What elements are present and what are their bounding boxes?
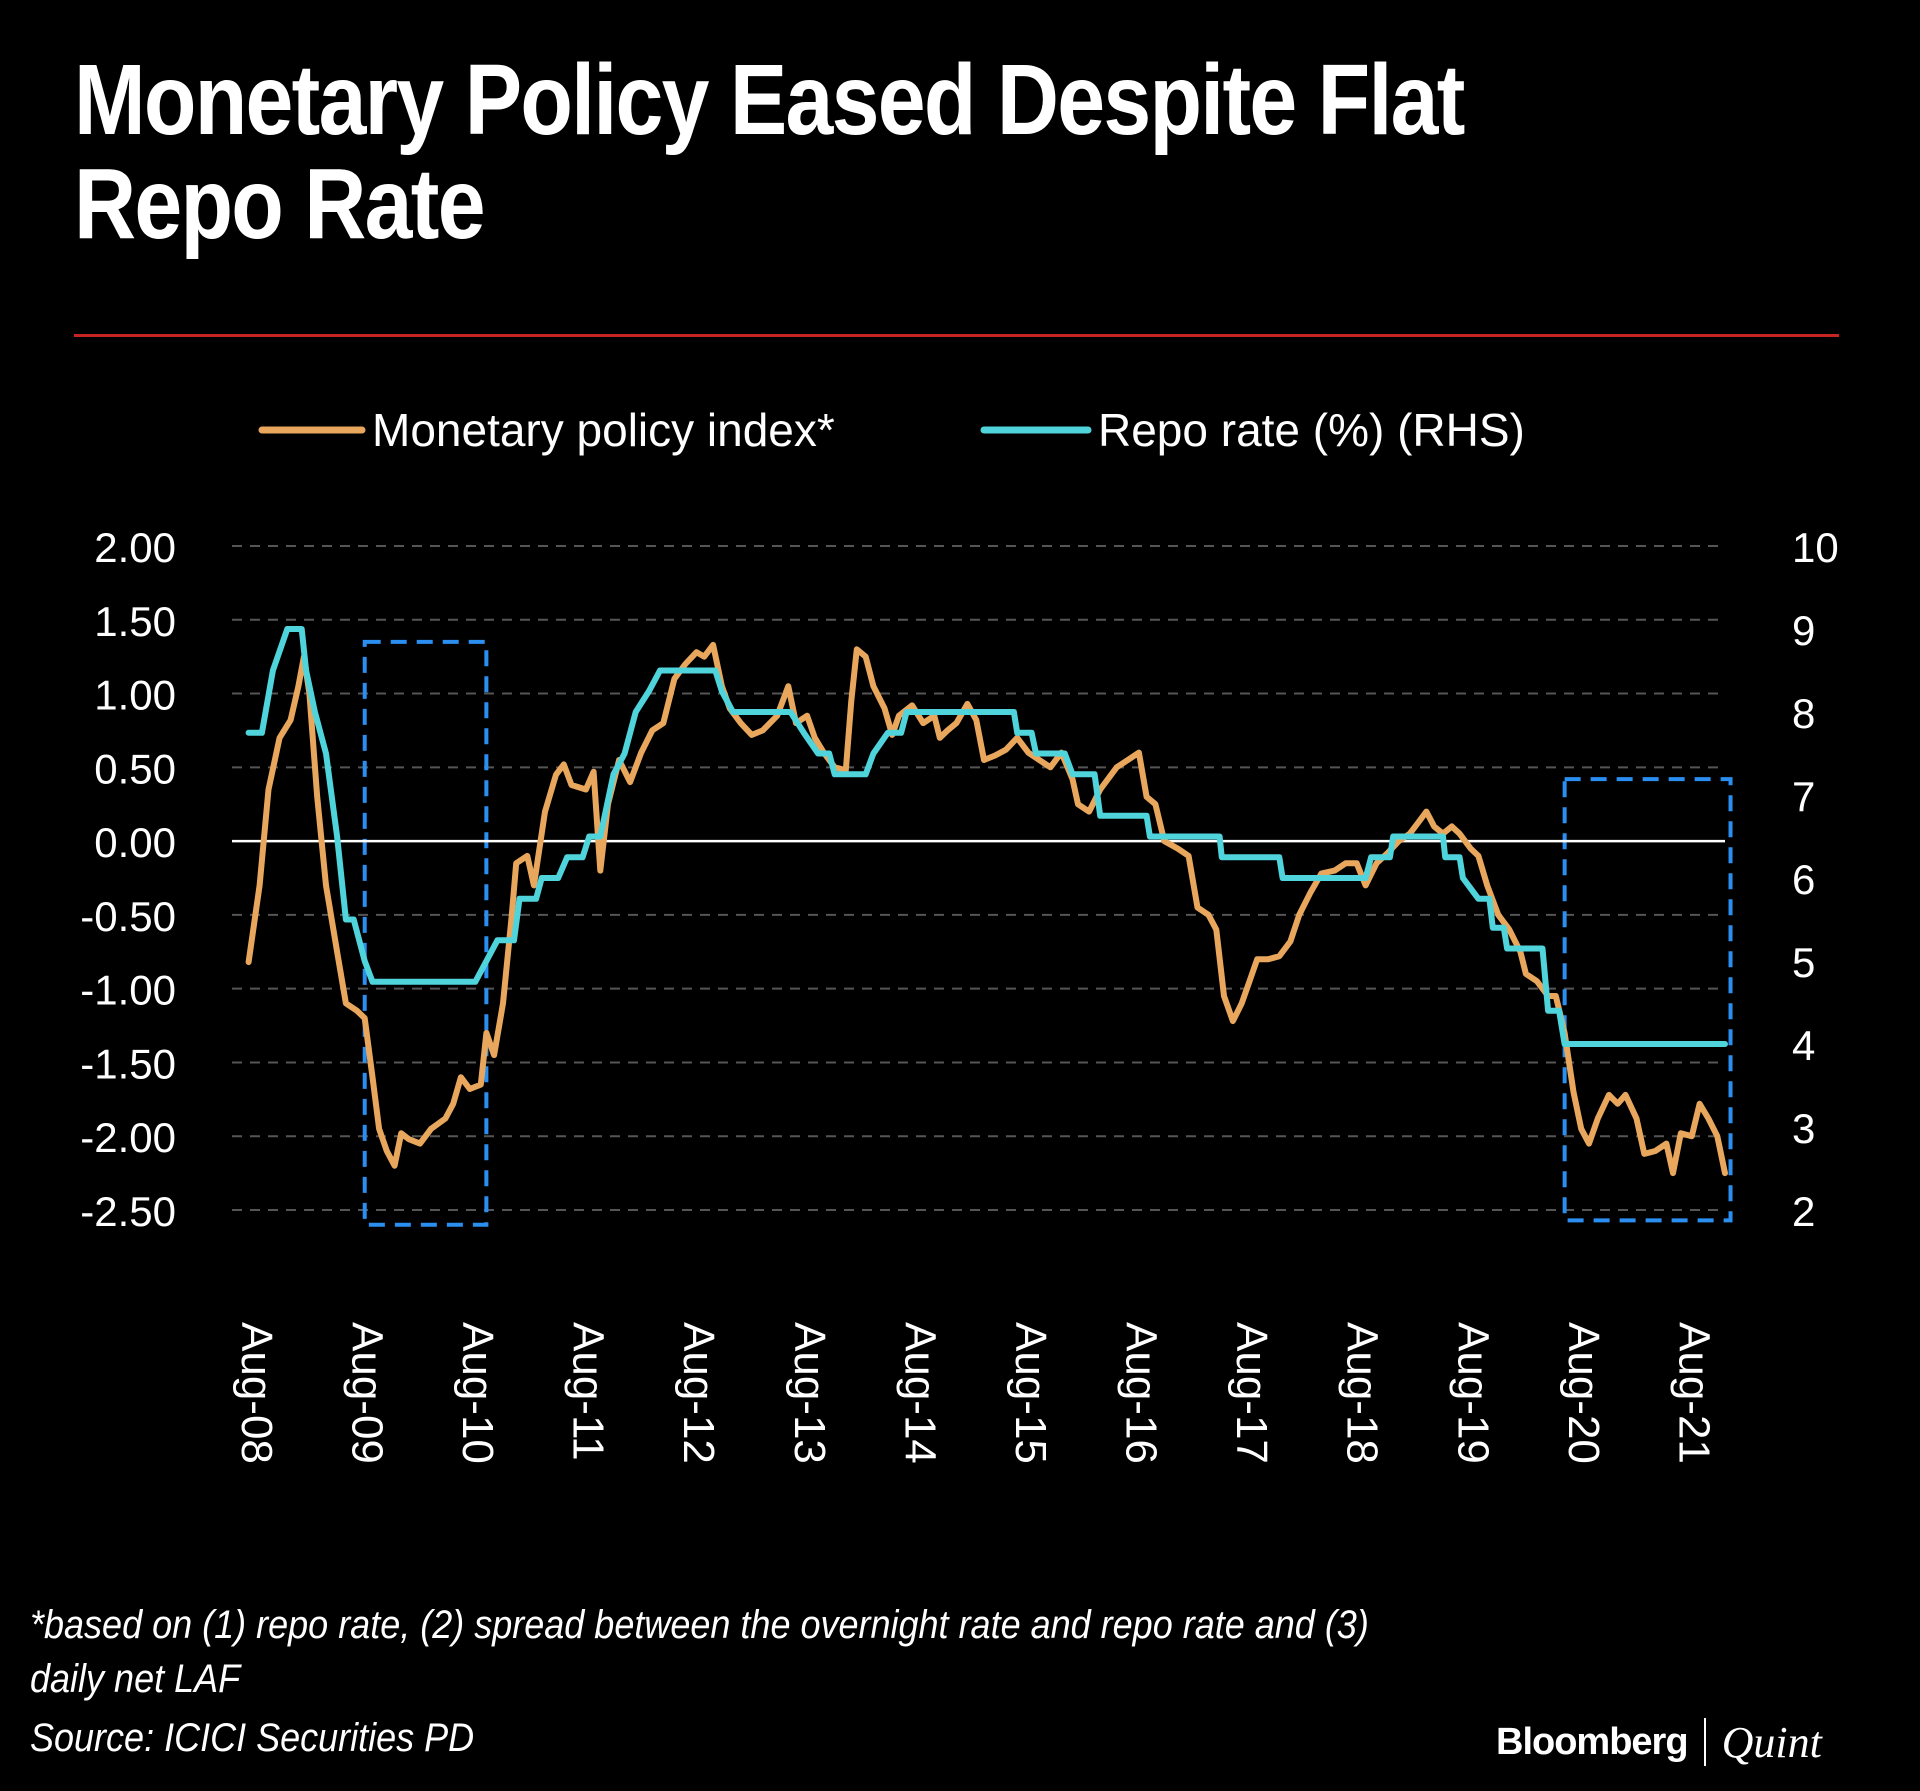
brand-secondary: Quint xyxy=(1721,1717,1822,1767)
y-right-tick-label: 9 xyxy=(1792,607,1815,654)
series-line-repo-rate xyxy=(245,626,1728,1047)
y-left-tick-label: 1.00 xyxy=(94,672,176,719)
y-right-tick-label: 10 xyxy=(1792,524,1839,571)
y-left-tick-label: 0.00 xyxy=(94,819,176,866)
y-left-tick-label: -1.00 xyxy=(80,967,176,1014)
x-tick-label: Aug-13 xyxy=(785,1322,834,1464)
x-tick-label: Aug-19 xyxy=(1448,1322,1497,1464)
x-tick-label: Aug-14 xyxy=(895,1322,944,1464)
y-axis-left: 2.00 1.50 1.00 0.50 0.00 -0.50 -1.00 -1.50 -2.00… xyxy=(80,524,176,1235)
y-right-tick-label: 4 xyxy=(1792,1022,1815,1069)
x-tick-label: Aug-09 xyxy=(342,1322,391,1464)
x-tick-label: Aug-21 xyxy=(1670,1322,1719,1464)
chart-series xyxy=(245,626,1728,1177)
source-note: Source: ICICI Securities PD xyxy=(30,1716,475,1760)
brand-separator xyxy=(1703,1718,1706,1766)
page-title: Monetary Policy Eased Despite Flat Repo … xyxy=(74,44,1465,260)
y-right-tick-label: 2 xyxy=(1792,1188,1815,1235)
y-left-tick-label: -1.50 xyxy=(80,1040,176,1087)
series-line-monetary-policy-index xyxy=(245,641,1728,1177)
y-left-tick-label: 0.50 xyxy=(94,745,176,792)
highlight-box xyxy=(1562,777,1733,1223)
y-left-tick-label: -0.50 xyxy=(80,893,176,940)
title-divider xyxy=(74,334,1839,337)
y-right-tick-label: 3 xyxy=(1792,1105,1815,1152)
brand-primary: Bloomberg xyxy=(1496,1720,1689,1763)
highlight-box xyxy=(362,639,489,1227)
legend-label-repo-rate: Repo rate (%) (RHS) xyxy=(1098,404,1525,456)
y-axis-right: 10 9 8 7 6 5 4 3 2 xyxy=(1792,524,1839,1235)
x-tick-label: Aug-17 xyxy=(1227,1322,1276,1464)
x-tick-label: Aug-10 xyxy=(453,1322,502,1464)
legend-label-monetary-policy-index: Monetary policy index* xyxy=(372,404,835,456)
x-tick-label: Aug-12 xyxy=(674,1322,723,1464)
y-left-tick-label: -2.00 xyxy=(80,1114,176,1161)
x-tick-label: Aug-11 xyxy=(564,1322,613,1461)
y-left-tick-label: 1.50 xyxy=(94,598,176,645)
footnote: *based on (1) repo rate, (2) spread betw… xyxy=(30,1603,1369,1701)
brand-logo: Bloomberg Quint xyxy=(1496,1712,1822,1772)
x-tick-label: Aug-18 xyxy=(1338,1322,1387,1464)
y-left-tick-label: 2.00 xyxy=(94,524,176,571)
y-right-tick-label: 5 xyxy=(1792,939,1815,986)
x-tick-label: Aug-08 xyxy=(232,1322,281,1464)
y-right-tick-label: 8 xyxy=(1792,690,1815,737)
x-tick-label: Aug-20 xyxy=(1559,1322,1608,1464)
x-tick-label: Aug-15 xyxy=(1006,1322,1055,1464)
y-left-tick-label: -2.50 xyxy=(80,1188,176,1235)
chart-gridlines xyxy=(232,545,1725,1211)
chart-highlight-boxes xyxy=(362,639,1733,1227)
y-right-tick-label: 7 xyxy=(1792,773,1815,820)
y-right-tick-label: 6 xyxy=(1792,856,1815,903)
chart-legend: Monetary policy index* Repo rate (%) (RHS… xyxy=(258,404,1525,456)
x-axis: Aug-08 Aug-09 Aug-10 Aug-11 Aug-12 Aug-13 Aug-… xyxy=(232,1322,1719,1464)
x-tick-label: Aug-16 xyxy=(1117,1322,1166,1464)
